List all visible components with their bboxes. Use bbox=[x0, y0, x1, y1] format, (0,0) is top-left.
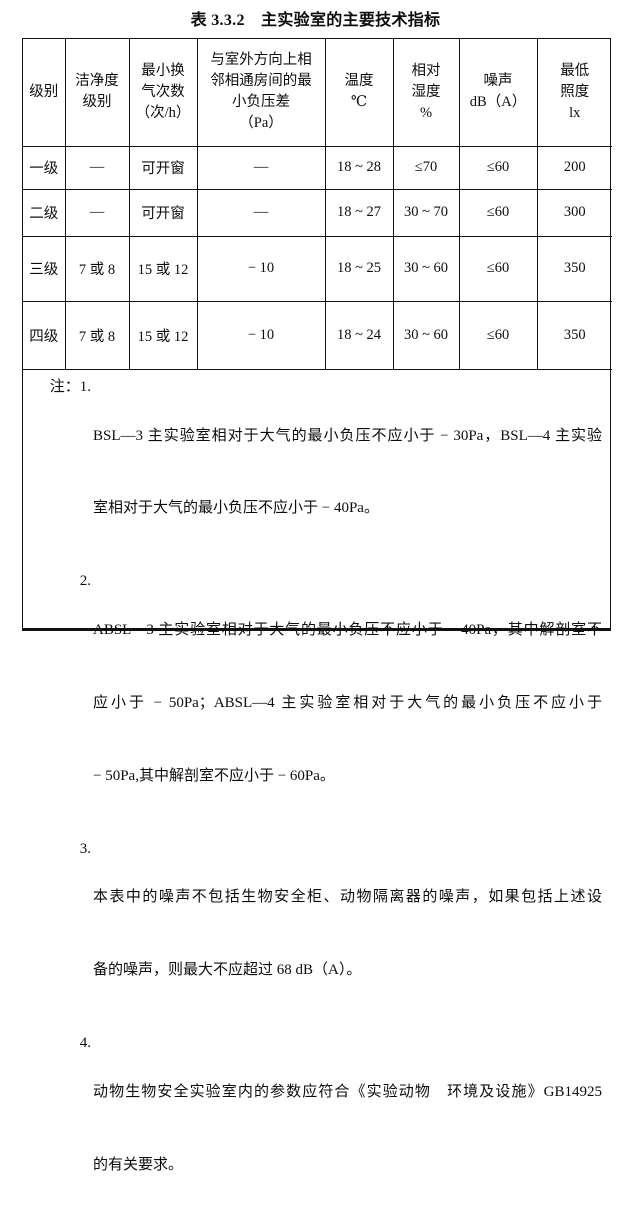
note-text: 动物生物安全实验室内的参数应符合《实验动物 环境及设施》GB14925 的有关要… bbox=[93, 1083, 602, 1173]
cell-noise: ≤60 bbox=[459, 301, 538, 370]
column-header-noise: 噪声 dB（A） bbox=[459, 39, 538, 147]
cell-illumination: 350 bbox=[537, 236, 612, 302]
cell-noise: ≤60 bbox=[459, 189, 538, 237]
table-row: 四级 7 或 8 15 或 12 − 10 18 ~ 24 30 ~ 60 ≤6… bbox=[23, 301, 612, 370]
note-text: ABSL—3 主实验室相对于大气的最小负压不应小于 − 40Pa，其中解剖室不 … bbox=[93, 621, 602, 784]
table-row: 二级 — 可开窗 — 18 ~ 27 30 ~ 70 ≤60 300 bbox=[23, 189, 612, 237]
column-header-cleanliness: 洁净度 级别 bbox=[65, 39, 130, 147]
table-row: 三级 7 或 8 15 或 12 − 10 18 ~ 25 30 ~ 60 ≤6… bbox=[23, 236, 612, 302]
column-header-level: 级别 bbox=[23, 39, 66, 147]
cell-illumination: 200 bbox=[537, 146, 612, 190]
cell-humidity: 30 ~ 60 bbox=[393, 236, 460, 302]
spec-table: 级别 洁净度 级别 最小换 气次数 （次/h） 与室外方向上相 邻相通房间的最 bbox=[23, 39, 612, 370]
table-header-row: 级别 洁净度 级别 最小换 气次数 （次/h） 与室外方向上相 邻相通房间的最 bbox=[23, 39, 612, 147]
note-item-1: 注：1. BSL—3 主实验室相对于大气的最小负压不应小于 − 30Pa，BSL… bbox=[33, 375, 602, 569]
table-header: 级别 洁净度 级别 最小换 气次数 （次/h） 与室外方向上相 邻相通房间的最 bbox=[23, 39, 612, 147]
cell-level: 二级 bbox=[23, 189, 66, 237]
note-marker: 3. bbox=[79, 840, 91, 857]
table-row: 一级 — 可开窗 — 18 ~ 28 ≤70 ≤60 200 bbox=[23, 146, 612, 190]
column-header-negative-pressure: 与室外方向上相 邻相通房间的最 小负压差 （Pa） bbox=[197, 39, 326, 147]
cell-cleanliness: 7 或 8 bbox=[65, 236, 130, 302]
document-page: 表 3.3.2 主实验室的主要技术指标 级别 洁净度 bbox=[22, 12, 612, 1173]
cell-level: 四级 bbox=[23, 301, 66, 370]
note-item-4: 4. 动物生物安全实验室内的参数应符合《实验动物 环境及设施》GB14925 的… bbox=[33, 1031, 602, 1225]
cell-level: 三级 bbox=[23, 236, 66, 302]
table-notes: 注：1. BSL—3 主实验室相对于大气的最小负压不应小于 − 30Pa，BSL… bbox=[22, 368, 611, 1173]
column-header-temperature: 温度 ℃ bbox=[325, 39, 394, 147]
note-label-and-marker: 注：1. bbox=[49, 379, 91, 395]
cell-cleanliness: — bbox=[65, 146, 130, 190]
cell-air-changes: 15 或 12 bbox=[129, 236, 198, 302]
column-header-humidity: 相对 湿度 % bbox=[393, 39, 460, 147]
cell-temperature: 18 ~ 25 bbox=[325, 236, 394, 302]
cell-air-changes: 可开窗 bbox=[129, 146, 198, 190]
cell-illumination: 300 bbox=[537, 189, 612, 237]
cell-air-changes: 可开窗 bbox=[129, 189, 198, 237]
table-body: 一级 — 可开窗 — 18 ~ 28 ≤70 ≤60 200 二级 — 可开窗 … bbox=[23, 146, 612, 370]
spec-table-container: 级别 洁净度 级别 最小换 气次数 （次/h） 与室外方向上相 邻相通房间的最 bbox=[22, 38, 612, 370]
note-marker: 4. bbox=[79, 1035, 91, 1052]
cell-negative-pressure: − 10 bbox=[197, 236, 326, 302]
note-text: BSL—3 主实验室相对于大气的最小负压不应小于 − 30Pa，BSL—4 主实… bbox=[93, 427, 602, 517]
column-header-air-changes: 最小换 气次数 （次/h） bbox=[129, 39, 198, 147]
note-text: 本表中的噪声不包括生物安全柜、动物隔离器的噪声，如果包括上述设 备的噪声，则最大… bbox=[93, 889, 602, 979]
note-marker: 2. bbox=[79, 573, 91, 590]
cell-cleanliness: — bbox=[65, 189, 130, 237]
cell-negative-pressure: — bbox=[197, 189, 326, 237]
cell-temperature: 18 ~ 27 bbox=[325, 189, 394, 237]
cell-air-changes: 15 或 12 bbox=[129, 301, 198, 370]
cell-humidity: ≤70 bbox=[393, 146, 460, 190]
cell-noise: ≤60 bbox=[459, 146, 538, 190]
cell-temperature: 18 ~ 28 bbox=[325, 146, 394, 190]
column-header-illumination: 最低 照度 lx bbox=[537, 39, 612, 147]
cell-humidity: 30 ~ 60 bbox=[393, 301, 460, 370]
cell-cleanliness: 7 或 8 bbox=[65, 301, 130, 370]
cell-noise: ≤60 bbox=[459, 236, 538, 302]
cell-level: 一级 bbox=[23, 146, 66, 190]
cell-negative-pressure: − 10 bbox=[197, 301, 326, 370]
cell-temperature: 18 ~ 24 bbox=[325, 301, 394, 370]
note-item-3: 3. 本表中的噪声不包括生物安全柜、动物隔离器的噪声，如果包括上述设 备的噪声，… bbox=[33, 837, 602, 1031]
cell-humidity: 30 ~ 70 bbox=[393, 189, 460, 237]
cell-negative-pressure: — bbox=[197, 146, 326, 190]
note-item-2: 2. ABSL—3 主实验室相对于大气的最小负压不应小于 − 40Pa，其中解剖… bbox=[33, 569, 602, 836]
cell-illumination: 350 bbox=[537, 301, 612, 370]
table-title: 表 3.3.2 主实验室的主要技术指标 bbox=[190, 12, 441, 29]
